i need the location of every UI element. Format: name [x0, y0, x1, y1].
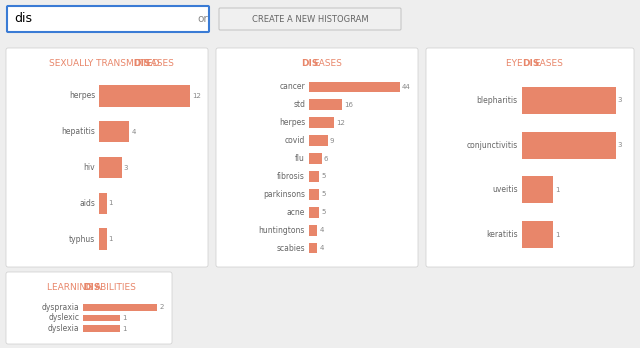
FancyBboxPatch shape [426, 48, 634, 267]
FancyBboxPatch shape [309, 207, 319, 218]
Text: 3: 3 [618, 142, 622, 148]
Text: typhus: typhus [69, 235, 95, 244]
Text: 2: 2 [159, 304, 163, 310]
Text: 5: 5 [321, 173, 326, 180]
Text: ABILITIES: ABILITIES [95, 284, 137, 293]
Text: DIS: DIS [522, 60, 540, 69]
Text: cancer: cancer [280, 82, 305, 92]
FancyBboxPatch shape [309, 81, 400, 92]
Text: 1: 1 [109, 236, 113, 242]
FancyBboxPatch shape [309, 100, 342, 110]
Text: herpes: herpes [279, 118, 305, 127]
FancyBboxPatch shape [309, 117, 334, 128]
FancyBboxPatch shape [99, 228, 107, 250]
Text: 5: 5 [321, 191, 326, 197]
FancyBboxPatch shape [522, 132, 616, 159]
Text: dyspraxia: dyspraxia [42, 303, 79, 312]
Text: 3: 3 [618, 97, 622, 103]
Text: 16: 16 [344, 102, 353, 108]
FancyBboxPatch shape [309, 189, 319, 200]
Text: flu: flu [295, 154, 305, 163]
Text: CREATE A NEW HISTOGRAM: CREATE A NEW HISTOGRAM [252, 15, 368, 24]
Text: EYE: EYE [506, 60, 525, 69]
Text: 1: 1 [555, 187, 559, 193]
Text: 44: 44 [402, 84, 411, 90]
Text: uveitis: uveitis [492, 185, 518, 195]
Text: herpes: herpes [69, 92, 95, 101]
Text: conjunctivitis: conjunctivitis [467, 141, 518, 150]
Text: hepatitis: hepatitis [61, 127, 95, 136]
Text: 4: 4 [319, 227, 324, 233]
Text: 12: 12 [336, 120, 345, 126]
Text: DIS: DIS [301, 60, 318, 69]
FancyBboxPatch shape [6, 272, 172, 344]
Text: dyslexia: dyslexia [47, 324, 79, 333]
Text: or: or [197, 14, 208, 24]
Text: EASES: EASES [313, 60, 342, 69]
Text: 1: 1 [122, 326, 126, 332]
Text: acne: acne [287, 208, 305, 217]
FancyBboxPatch shape [6, 48, 208, 267]
FancyBboxPatch shape [83, 304, 157, 310]
Text: aids: aids [79, 199, 95, 208]
Text: LEARNING: LEARNING [47, 284, 96, 293]
Text: DIS: DIS [133, 60, 150, 69]
FancyBboxPatch shape [99, 192, 107, 214]
Text: 9: 9 [330, 138, 334, 144]
Text: hiv: hiv [83, 163, 95, 172]
FancyBboxPatch shape [219, 8, 401, 30]
Text: DIS: DIS [83, 284, 100, 293]
FancyBboxPatch shape [309, 225, 317, 236]
Text: 1: 1 [122, 315, 126, 321]
Text: dis: dis [14, 13, 32, 25]
Text: SEXUALLY TRANSMITTED: SEXUALLY TRANSMITTED [49, 60, 163, 69]
Text: keratitis: keratitis [486, 230, 518, 239]
Text: parkinsons: parkinsons [263, 190, 305, 199]
FancyBboxPatch shape [522, 176, 553, 203]
FancyBboxPatch shape [522, 87, 616, 114]
Text: 5: 5 [321, 209, 326, 215]
Text: 3: 3 [124, 165, 129, 171]
FancyBboxPatch shape [522, 221, 553, 248]
Text: 4: 4 [131, 129, 136, 135]
FancyBboxPatch shape [99, 85, 190, 106]
Text: fibrosis: fibrosis [277, 172, 305, 181]
Text: 4: 4 [319, 245, 324, 251]
Text: EASES: EASES [534, 60, 563, 69]
Text: 12: 12 [192, 93, 201, 99]
FancyBboxPatch shape [99, 121, 129, 142]
FancyBboxPatch shape [99, 157, 122, 178]
Text: scabies: scabies [276, 244, 305, 253]
Text: 1: 1 [109, 200, 113, 206]
Text: std: std [293, 100, 305, 109]
Text: blepharitis: blepharitis [477, 96, 518, 105]
FancyBboxPatch shape [83, 315, 120, 321]
Text: dyslexic: dyslexic [48, 314, 79, 323]
FancyBboxPatch shape [83, 325, 120, 332]
Text: 1: 1 [555, 232, 559, 238]
FancyBboxPatch shape [309, 153, 321, 164]
Text: EASES: EASES [145, 60, 174, 69]
Text: 6: 6 [323, 156, 328, 161]
FancyBboxPatch shape [309, 243, 317, 253]
Text: covid: covid [285, 136, 305, 145]
FancyBboxPatch shape [216, 48, 418, 267]
Text: huntingtons: huntingtons [259, 226, 305, 235]
FancyBboxPatch shape [309, 171, 319, 182]
FancyBboxPatch shape [7, 6, 209, 32]
FancyBboxPatch shape [309, 135, 328, 146]
